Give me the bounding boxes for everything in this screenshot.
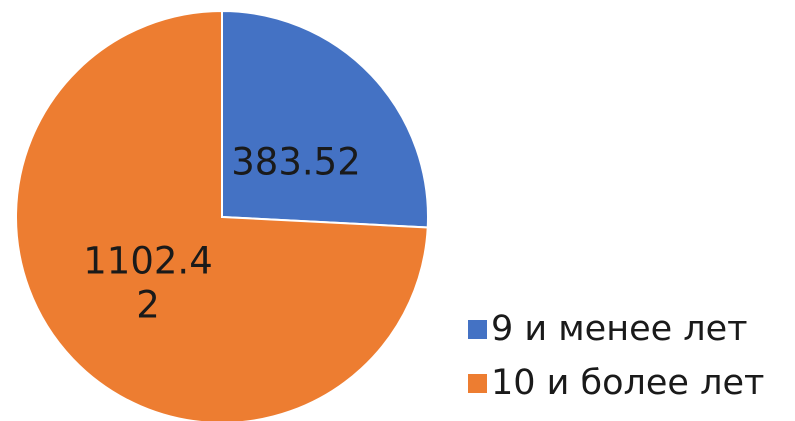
legend-label: 10 и более лет xyxy=(491,363,765,403)
legend-item-10-and-more: 10 и более лет xyxy=(468,356,764,410)
legend: 9 и менее лет 10 и более лет xyxy=(468,302,764,410)
pie-slice-0 xyxy=(221,9,429,229)
legend-label: 9 и менее лет xyxy=(491,309,748,349)
legend-item-9-and-less: 9 и менее лет xyxy=(468,302,764,356)
legend-swatch-orange xyxy=(468,373,487,393)
pie-slice-1 xyxy=(15,9,429,421)
legend-swatch-blue xyxy=(468,319,487,339)
data-label-0: 383.52 xyxy=(231,141,360,184)
data-label-1: 1102.4 2 xyxy=(83,240,212,327)
